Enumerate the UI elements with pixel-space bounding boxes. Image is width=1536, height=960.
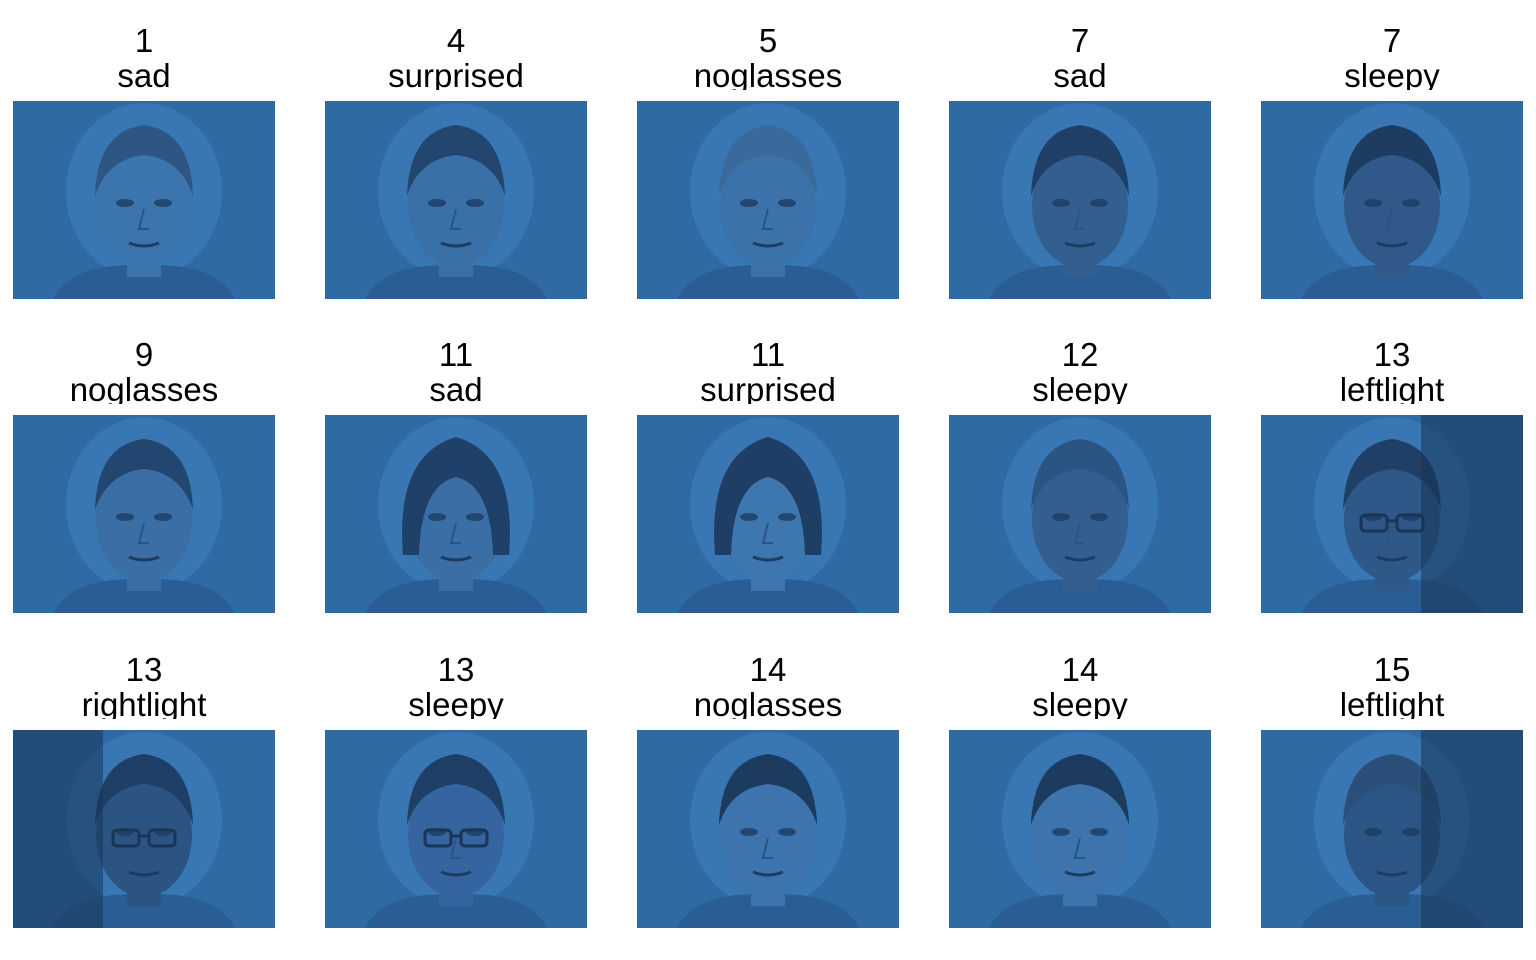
panel-subject-label: 7 xyxy=(1382,22,1402,59)
face-image xyxy=(949,415,1211,613)
panel-condition-label: sleepy xyxy=(1032,372,1128,404)
panel-subject-label: 11 xyxy=(438,336,474,373)
face-image xyxy=(13,101,275,299)
face-image xyxy=(325,415,587,613)
panel-subject-label: 1 xyxy=(134,22,154,59)
panel-condition-label: noglasses xyxy=(693,58,843,90)
panel-subject-label: 13 xyxy=(125,651,163,688)
panel-subject-label: 14 xyxy=(1061,651,1099,688)
face-image xyxy=(13,730,275,928)
panel-condition-label: sleepy xyxy=(1344,58,1440,90)
face-image xyxy=(637,730,899,928)
panel-subject-label: 4 xyxy=(446,22,466,59)
panel-condition-label: noglasses xyxy=(693,687,843,719)
panel-condition-label: noglasses xyxy=(69,372,219,404)
panel-condition-label: sleepy xyxy=(408,687,504,719)
face-image xyxy=(637,415,899,613)
panel-condition-label: surprised xyxy=(700,372,836,404)
face-image xyxy=(1261,730,1523,928)
panel-subject-label: 12 xyxy=(1061,336,1099,373)
panel-condition-label: rightlight xyxy=(81,687,207,719)
panel-subject-label: 13 xyxy=(437,651,475,688)
panel-condition-label: surprised xyxy=(388,58,524,90)
panel-condition-label: sad xyxy=(117,58,171,90)
panel-condition-label: leftlight xyxy=(1339,372,1445,404)
face-image xyxy=(637,101,899,299)
face-image xyxy=(325,101,587,299)
panel-condition-label: sleepy xyxy=(1032,687,1128,719)
face-image xyxy=(13,415,275,613)
panel-subject-label: 9 xyxy=(134,336,154,373)
panel-subject-label: 5 xyxy=(758,22,778,59)
face-image xyxy=(1261,415,1523,613)
face-image xyxy=(949,730,1211,928)
panel-subject-label: 7 xyxy=(1070,22,1090,59)
panel-condition-label: sad xyxy=(429,372,483,404)
face-image xyxy=(949,101,1211,299)
panel-condition-label: sad xyxy=(1053,58,1107,90)
face-image xyxy=(1261,101,1523,299)
panel-subject-label: 11 xyxy=(750,336,786,373)
panel-subject-label: 13 xyxy=(1373,336,1411,373)
panel-condition-label: leftlight xyxy=(1339,687,1445,719)
panel-subject-label: 15 xyxy=(1373,651,1411,688)
panel-subject-label: 14 xyxy=(749,651,787,688)
face-image xyxy=(325,730,587,928)
